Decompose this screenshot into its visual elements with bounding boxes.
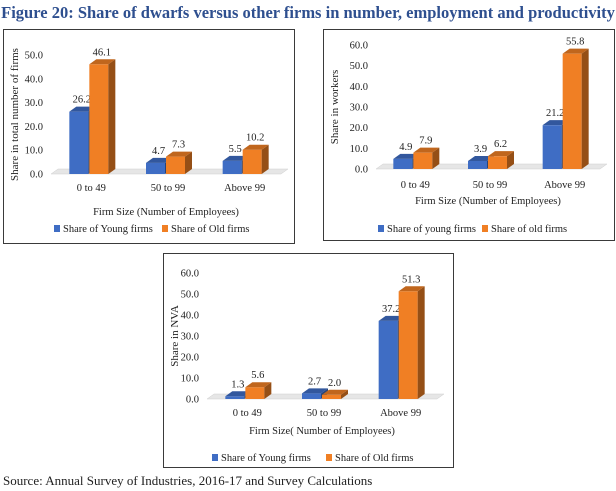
data-label: 4.9 <box>399 142 412 153</box>
y-tick-label: 20.0 <box>181 353 199 364</box>
x-tick-label: Above 99 <box>380 408 421 419</box>
y-tick-label: 30.0 <box>350 103 368 114</box>
y-axis-label: Share in workers <box>329 70 341 145</box>
data-label: 5.6 <box>251 370 264 381</box>
bar-old <box>398 286 425 399</box>
x-axis-label: Firm Size (Number of Employees) <box>415 196 561 207</box>
legend-label: Share of young firms <box>387 224 476 235</box>
chart-panel-workers: 0.0 10.0 20.0 30.0 40.0 50.0 60.0 Share in work… <box>323 29 615 241</box>
bar-old <box>89 59 116 174</box>
data-label: 2.7 <box>308 376 321 387</box>
data-label: 51.3 <box>402 274 420 285</box>
x-tick-label: 50 to 99 <box>307 408 341 419</box>
legend-label: Share of Young firms <box>63 224 153 235</box>
data-label: 55.8 <box>566 37 584 48</box>
y-tick-label: 20.0 <box>25 122 43 133</box>
legend-label: Share of Young firms <box>221 453 311 464</box>
data-label: 1.3 <box>231 379 244 390</box>
x-axis-label: Firm Size (Number of Employees) <box>93 207 239 218</box>
chart-panel-nva: 0.0 10.0 20.0 30.0 40.0 50.0 60.0 Share in NVA 1… <box>163 253 454 468</box>
bar-old <box>242 144 269 174</box>
bar-old <box>322 389 348 399</box>
bar-old <box>413 147 440 169</box>
y-tick-label: 30.0 <box>25 98 43 109</box>
y-tick-label: 50.0 <box>25 51 43 62</box>
legend-label: Share of Old firms <box>171 224 249 235</box>
data-label: 7.3 <box>172 140 185 151</box>
data-label: 6.2 <box>494 139 507 150</box>
x-axis-label: Firm Size( Number of Employees) <box>249 426 395 437</box>
data-label: 21.2 <box>546 108 564 119</box>
x-tick-label: 0 to 49 <box>401 180 430 191</box>
y-tick-label: 30.0 <box>181 332 199 343</box>
legend-swatch-old <box>162 225 168 232</box>
bar-old <box>166 151 192 174</box>
y-tick-label: 60.0 <box>181 269 199 280</box>
y-tick-label: 20.0 <box>350 123 368 134</box>
y-tick-label: 60.0 <box>350 41 368 52</box>
legend-swatch-old <box>482 225 488 232</box>
y-tick-label: 0.0 <box>186 395 199 406</box>
figure-title: Figure 20: Share of dwarfs versus other … <box>1 3 615 22</box>
legend-swatch-young <box>54 225 60 232</box>
data-label: 37.2 <box>382 304 400 315</box>
bar-old <box>245 382 272 399</box>
y-axis-label: Share in NVA <box>169 305 181 367</box>
chart-workers: 0.0 10.0 20.0 30.0 40.0 50.0 60.0 Share in work… <box>329 37 608 235</box>
bar-old <box>488 151 514 169</box>
bar-old <box>562 48 589 169</box>
legend-swatch-young <box>378 225 384 232</box>
source-note: Source: Annual Survey of Industries, 201… <box>3 473 373 488</box>
y-tick-label: 10.0 <box>181 374 199 385</box>
legend-swatch-young <box>212 454 218 461</box>
data-label: 7.9 <box>419 136 432 147</box>
data-label: 3.9 <box>474 144 487 155</box>
data-label: 4.7 <box>152 146 165 157</box>
legend-label: Share of old firms <box>491 224 567 235</box>
data-label: 46.1 <box>93 47 111 58</box>
legend-label: Share of Old firms <box>335 453 413 464</box>
x-tick-label: 0 to 49 <box>77 183 106 194</box>
x-tick-label: 0 to 49 <box>233 408 262 419</box>
x-tick-label: 50 to 99 <box>151 183 185 194</box>
x-tick-label: Above 99 <box>224 183 265 194</box>
data-label: 2.0 <box>328 378 341 389</box>
y-tick-label: 10.0 <box>350 144 368 155</box>
y-axis-label: Share in total number of firms <box>9 48 21 181</box>
chart-panel-firms: 0.0 10.0 20.0 30.0 40.0 50.0 Share in total nu… <box>3 29 295 244</box>
y-tick-label: 0.0 <box>30 170 43 181</box>
y-tick-label: 50.0 <box>350 61 368 72</box>
chart-nva: 0.0 10.0 20.0 30.0 40.0 50.0 60.0 Share in NVA 1… <box>169 269 445 464</box>
chart-firms: 0.0 10.0 20.0 30.0 40.0 50.0 Share in total nu… <box>9 47 289 235</box>
data-label: 10.2 <box>246 133 264 144</box>
data-label: 5.5 <box>229 144 242 155</box>
y-tick-label: 0.0 <box>355 165 368 176</box>
data-label: 26.2 <box>73 95 91 106</box>
legend-swatch-old <box>326 454 332 461</box>
y-tick-label: 40.0 <box>25 74 43 85</box>
x-tick-label: 50 to 99 <box>473 180 507 191</box>
y-tick-label: 40.0 <box>350 82 368 93</box>
y-tick-label: 10.0 <box>25 146 43 157</box>
x-tick-label: Above 99 <box>544 180 585 191</box>
y-tick-label: 50.0 <box>181 290 199 301</box>
y-tick-label: 40.0 <box>181 311 199 322</box>
